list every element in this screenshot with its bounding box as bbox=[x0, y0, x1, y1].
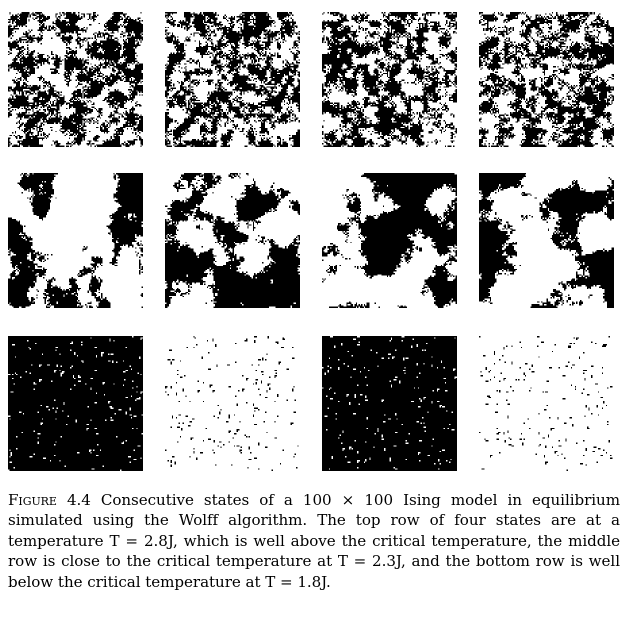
ising-state-panel bbox=[479, 12, 614, 147]
figure-caption: Figure 4.4 Consecutive states of a 100 × … bbox=[8, 490, 620, 592]
spin-lattice-image bbox=[322, 173, 457, 308]
ising-state-panel bbox=[479, 336, 614, 471]
ising-state-panel bbox=[8, 173, 143, 308]
ising-state-panel bbox=[8, 336, 143, 471]
ising-state-panel bbox=[165, 336, 300, 471]
spin-lattice-image bbox=[8, 12, 143, 147]
spin-lattice-image bbox=[165, 173, 300, 308]
spin-lattice-image bbox=[322, 12, 457, 147]
ising-state-panel bbox=[8, 12, 143, 147]
ising-state-panel bbox=[479, 173, 614, 308]
ising-figure-grid bbox=[8, 12, 614, 471]
figure-label: Figure 4.4 bbox=[8, 491, 91, 509]
ising-state-panel bbox=[165, 173, 300, 308]
spin-lattice-image bbox=[322, 336, 457, 471]
spin-lattice-image bbox=[479, 336, 614, 471]
spin-lattice-image bbox=[479, 12, 614, 147]
ising-state-panel bbox=[322, 173, 457, 308]
spin-lattice-image bbox=[479, 173, 614, 308]
spin-lattice-image bbox=[165, 336, 300, 471]
figure-caption-text: Consecutive states of a 100 × 100 Ising … bbox=[8, 491, 620, 591]
ising-state-panel bbox=[322, 12, 457, 147]
spin-lattice-image bbox=[165, 12, 300, 147]
ising-state-panel bbox=[165, 12, 300, 147]
spin-lattice-image bbox=[8, 173, 143, 308]
ising-state-panel bbox=[322, 336, 457, 471]
spin-lattice-image bbox=[8, 336, 143, 471]
